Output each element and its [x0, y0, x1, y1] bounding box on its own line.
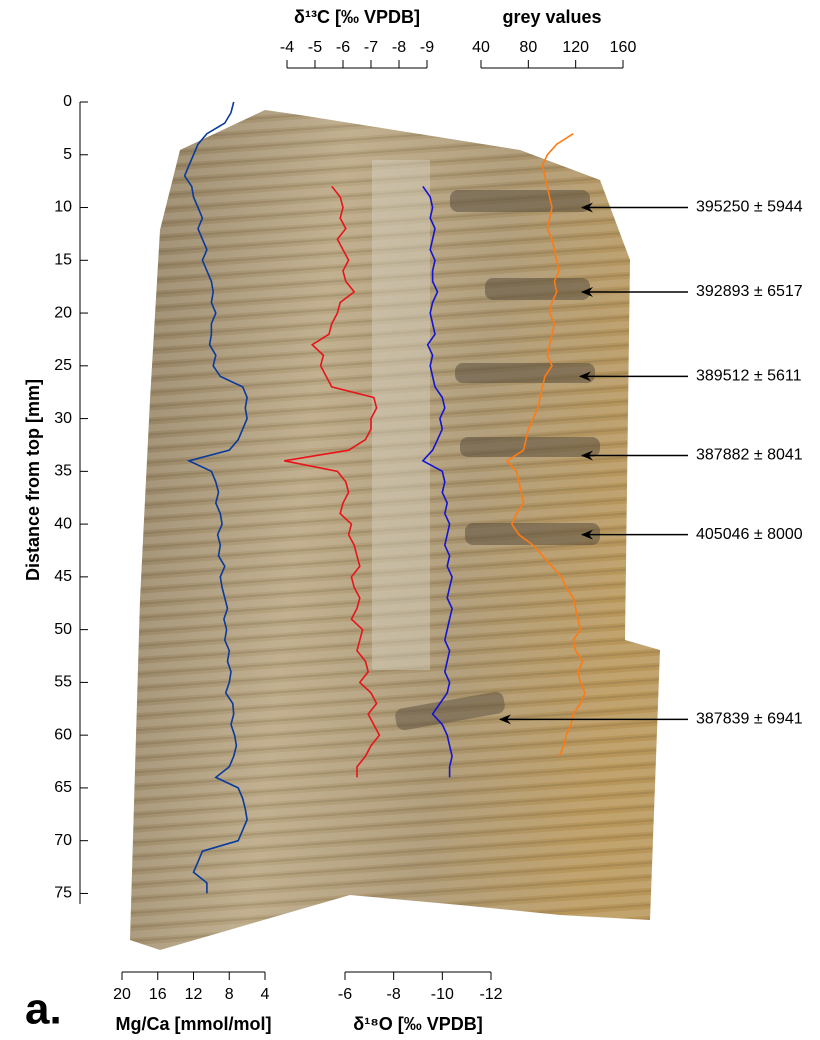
x-tick-label: 160 — [610, 39, 637, 56]
x-tick-label: -7 — [364, 39, 378, 56]
y-tick-label: 35 — [54, 463, 72, 480]
y-tick-label: 50 — [54, 621, 72, 638]
x-axis-title: Mg/Ca [mmol/mol] — [116, 1014, 272, 1034]
x-tick-label: -12 — [479, 986, 502, 1003]
x-axis-title: grey values — [502, 7, 601, 27]
y-tick-label: 45 — [54, 568, 72, 585]
y-tick-label: 20 — [54, 304, 72, 321]
annotation-label: 387882 ± 8041 — [696, 447, 803, 464]
x-tick-label: 80 — [519, 39, 537, 56]
y-tick-label: 60 — [54, 726, 72, 743]
x-tick-label: -4 — [280, 39, 294, 56]
y-tick-label: 15 — [54, 252, 72, 269]
y-tick-label: 70 — [54, 832, 72, 849]
panel-label: a. — [25, 985, 62, 1034]
x-tick-label: -6 — [338, 986, 352, 1003]
figure: a. Distance from top [mm] 0 5 10 15 20 25 30 35… — [0, 0, 820, 1040]
y-tick-label: 25 — [54, 357, 72, 374]
x-tick-label: -6 — [336, 39, 350, 56]
y-tick-label: 40 — [54, 515, 72, 532]
x-tick-label: 8 — [225, 986, 234, 1003]
annotation-label: 405046 ± 8000 — [696, 526, 803, 543]
x-tick-label: 20 — [113, 986, 131, 1003]
x-tick-label: -8 — [387, 986, 401, 1003]
x-tick-label: 4 — [261, 986, 270, 1003]
y-tick-label: 0 — [63, 93, 72, 110]
x-tick-label: -5 — [308, 39, 322, 56]
y-axis-title: Distance from top [mm] — [23, 379, 43, 581]
y-tick-label: 5 — [63, 146, 72, 163]
y-tick-label: 75 — [54, 885, 72, 902]
annotation-label: 389512 ± 5611 — [696, 368, 802, 385]
y-tick-label: 65 — [54, 779, 72, 796]
y-tick-label: 30 — [54, 410, 72, 427]
x-tick-label: 40 — [472, 39, 490, 56]
annotation-label: 387839 ± 6941 — [696, 711, 803, 728]
x-tick-label: -9 — [420, 39, 434, 56]
x-tick-label: 16 — [149, 986, 167, 1003]
y-tick-label: 55 — [54, 674, 72, 691]
annotation-label: 395250 ± 5944 — [696, 199, 803, 216]
y-tick-label: 10 — [54, 199, 72, 216]
sample-photo — [130, 110, 660, 950]
x-tick-label: 120 — [562, 39, 589, 56]
x-axis-title: δ¹⁸O [‰ VPDB] — [353, 1014, 482, 1034]
x-tick-label: 12 — [185, 986, 203, 1003]
x-axis-title: δ¹³C [‰ VPDB] — [294, 7, 420, 27]
annotation-label: 392893 ± 6517 — [696, 283, 803, 300]
x-tick-label: -8 — [392, 39, 406, 56]
x-tick-label: -10 — [431, 986, 454, 1003]
